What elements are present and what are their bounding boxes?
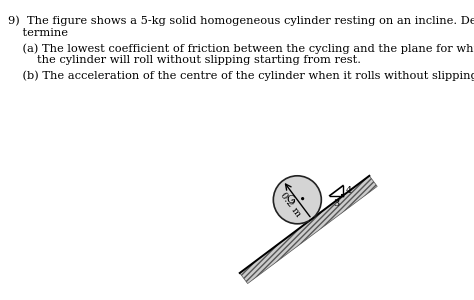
Text: (b) The acceleration of the centre of the cylinder when it rolls without slippin: (b) The acceleration of the centre of th… xyxy=(8,70,474,81)
Circle shape xyxy=(273,176,321,224)
Polygon shape xyxy=(240,176,377,284)
Text: G •: G • xyxy=(287,195,306,205)
Text: 9)  The figure shows a 5-kg solid homogeneous cylinder resting on an incline. De: 9) The figure shows a 5-kg solid homogen… xyxy=(8,15,474,26)
Text: 0.2 m: 0.2 m xyxy=(279,191,302,219)
Text: the cylinder will roll without slipping starting from rest.: the cylinder will roll without slipping … xyxy=(8,55,361,65)
Text: (a) The lowest coefficient of friction between the cycling and the plane for whi: (a) The lowest coefficient of friction b… xyxy=(8,43,474,54)
Text: 3: 3 xyxy=(333,199,339,208)
Text: 4: 4 xyxy=(346,186,352,195)
Text: termine: termine xyxy=(8,28,68,38)
